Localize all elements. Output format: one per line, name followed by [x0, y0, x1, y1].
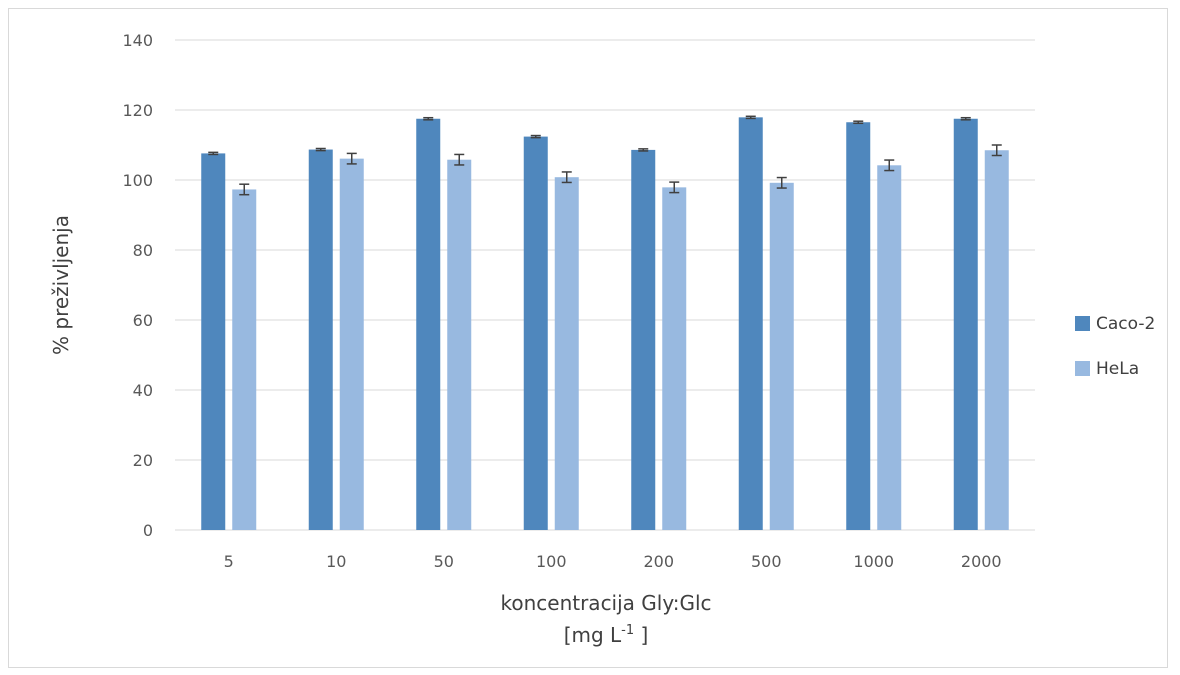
x-axis-unit-end: ]	[634, 623, 648, 647]
x-tick-label: 5	[224, 552, 234, 571]
bar-caco-2-1000	[846, 122, 871, 530]
x-tick-label: 10	[326, 552, 346, 571]
y-tick-label: 20	[133, 451, 153, 470]
gridlines	[175, 39, 1035, 461]
x-axis-title: koncentracija Gly:Glc	[500, 591, 711, 615]
bars	[201, 117, 1009, 531]
x-tick-label: 1000	[853, 552, 894, 571]
bar-caco-2-10	[308, 149, 333, 531]
x-tick-label: 2000	[961, 552, 1002, 571]
y-tick-label: 100	[122, 171, 153, 190]
bar-hela-10	[339, 158, 364, 530]
y-axis-tick-labels: 0 20 40 60 80 100 120 140	[122, 31, 153, 540]
bar-hela-500	[769, 182, 794, 531]
y-tick-label: 60	[133, 311, 153, 330]
bar-caco-2-2000	[953, 118, 978, 530]
y-axis-title: % preživljenja	[49, 215, 73, 355]
legend-label-caco-2: Caco-2	[1096, 314, 1155, 334]
legend-swatch-hela	[1075, 361, 1090, 376]
bar-hela-100	[554, 177, 579, 530]
x-axis-unit: [mg L-1 ]	[564, 623, 649, 647]
x-tick-label: 100	[536, 552, 567, 571]
bar-caco-2-5	[201, 153, 226, 530]
x-tick-label: 200	[643, 552, 674, 571]
bar-caco-2-500	[738, 117, 763, 530]
x-axis-unit-main: [mg L	[564, 623, 622, 647]
y-tick-label: 40	[133, 381, 153, 400]
y-tick-label: 80	[133, 241, 153, 260]
y-tick-label: 140	[122, 31, 153, 50]
error-bars	[208, 115, 1002, 196]
x-axis-tick-labels: 5 10 50 100 200 500 1000 2000	[224, 552, 1002, 571]
bar-hela-2000	[984, 150, 1009, 530]
bar-caco-2-100	[523, 136, 548, 530]
bar-hela-50	[447, 159, 472, 530]
y-tick-label: 120	[122, 101, 153, 120]
legend-swatch-caco-2	[1075, 316, 1090, 331]
bar-hela-200	[662, 187, 687, 530]
x-tick-label: 500	[751, 552, 782, 571]
bar-caco-2-200	[631, 149, 656, 530]
bar-hela-1000	[877, 165, 902, 531]
bar-hela-5	[232, 189, 257, 530]
x-axis-unit-superscript: -1	[621, 623, 634, 638]
x-tick-label: 50	[434, 552, 454, 571]
y-tick-label: 0	[143, 521, 153, 540]
bar-caco-2-50	[416, 118, 441, 530]
legend: Caco-2 HeLa	[1075, 314, 1155, 379]
legend-label-hela: HeLa	[1096, 359, 1139, 379]
